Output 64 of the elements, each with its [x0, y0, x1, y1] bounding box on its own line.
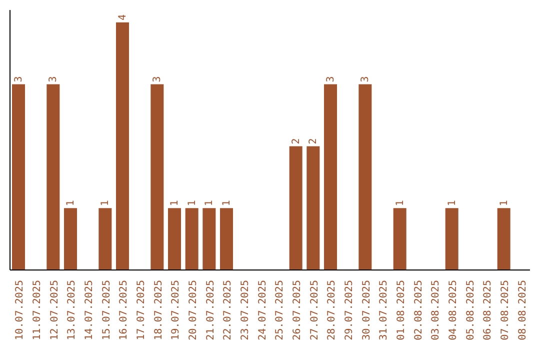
bar [64, 208, 77, 270]
data-label: 1 [204, 200, 216, 206]
x-tick-label: 16.07.2025 [118, 280, 130, 340]
data-label: 1 [394, 200, 406, 206]
data-label: 1 [222, 200, 232, 206]
bar [46, 84, 60, 270]
bar [306, 146, 320, 270]
x-tick-label: 11.07.2025 [32, 280, 43, 340]
x-tick-label: 01.08.2025 [396, 280, 407, 340]
bar [393, 208, 406, 270]
x-tick-label: 17.07.2025 [136, 280, 147, 340]
x-tick-label: 08.08.2025 [517, 280, 528, 340]
x-tick-label: 29.07.2025 [344, 280, 355, 340]
data-label: 4 [118, 14, 128, 20]
bar [289, 146, 302, 270]
bar [358, 84, 372, 270]
x-tick-label: 06.08.2025 [482, 280, 494, 340]
data-label: 1 [498, 200, 510, 206]
bar [220, 208, 233, 270]
x-tick-label: 22.07.2025 [222, 280, 234, 340]
x-tick-label: 27.07.2025 [309, 280, 320, 340]
x-tick-label: 26.07.2025 [292, 280, 303, 340]
x-tick-label: 30.07.2025 [361, 280, 372, 340]
x-tick-label: 28.07.2025 [326, 280, 338, 340]
data-label: 3 [360, 76, 372, 82]
bar [324, 84, 337, 270]
x-tick-label: 31.07.2025 [378, 280, 390, 340]
bar [497, 208, 510, 270]
x-tick-label: 25.07.2025 [274, 280, 286, 340]
x-tick-label: 02.08.2025 [413, 280, 424, 340]
x-tick-label: 23.07.2025 [240, 280, 251, 340]
data-label: 2 [290, 138, 302, 144]
data-label: 2 [308, 138, 320, 144]
x-tick-label: 14.07.2025 [84, 280, 95, 340]
x-tick-label: 18.07.2025 [153, 280, 164, 340]
data-label: 1 [186, 200, 198, 206]
data-label: 3 [48, 76, 60, 82]
x-tick-label: 03.08.2025 [430, 280, 442, 340]
data-label: 3 [326, 76, 336, 82]
x-tick-label: 07.08.2025 [500, 280, 511, 340]
bar [168, 208, 181, 270]
bar [185, 208, 198, 270]
bar [150, 84, 164, 270]
bar [98, 208, 112, 270]
x-tick-label: 04.08.2025 [448, 280, 459, 340]
x-tick-label: 13.07.2025 [66, 280, 78, 340]
x-tick-label: 12.07.2025 [49, 280, 60, 340]
data-label: 1 [100, 200, 112, 206]
x-tick-label: 19.07.2025 [170, 280, 182, 340]
data-label: 1 [446, 200, 458, 206]
x-tick-label: 20.07.2025 [188, 280, 199, 340]
x-tick-label: 10.07.2025 [14, 280, 26, 340]
x-tick-label: 15.07.2025 [101, 280, 112, 340]
x-tick-label: 21.07.2025 [205, 280, 216, 340]
data-label: 3 [14, 76, 24, 82]
x-tick-label: 05.08.2025 [465, 280, 476, 340]
x-tick-label: 24.07.2025 [257, 280, 268, 340]
data-label: 1 [66, 200, 76, 206]
bar [12, 84, 25, 270]
data-label: 3 [152, 76, 164, 82]
bar [202, 208, 216, 270]
bar [445, 208, 458, 270]
bar [116, 22, 129, 270]
data-label: 1 [170, 200, 180, 206]
